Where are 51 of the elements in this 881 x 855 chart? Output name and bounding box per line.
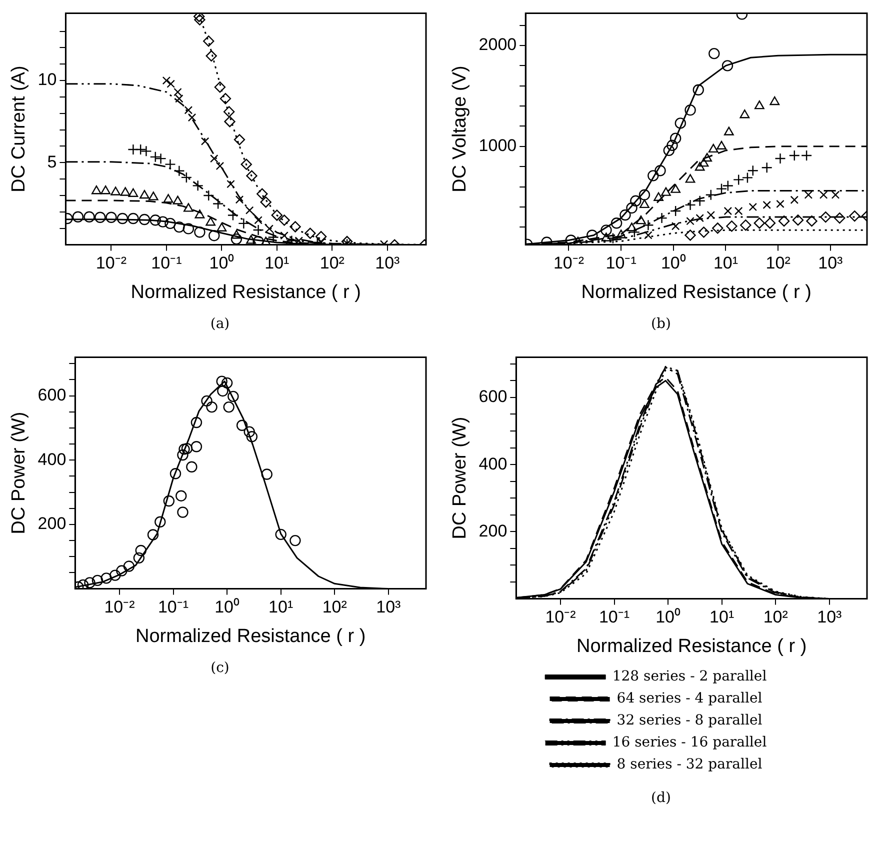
x-tick-label: 10⁻¹: [598, 608, 630, 627]
y-tick-label: 200: [38, 514, 66, 534]
x-tick-label: 10²: [763, 608, 788, 627]
text: (d): [650, 790, 672, 806]
x-tick-label: 10³: [376, 598, 402, 617]
y-tick-label: 400: [38, 450, 66, 469]
x-axis-title: Normalized Resistance ( r ): [576, 636, 807, 657]
x-axis-title: Normalized Resistance ( r ): [130, 282, 361, 303]
x-axis-title: Normalized Resistance ( r ): [581, 282, 812, 303]
x-tick-label: 10¹: [713, 254, 738, 273]
legend-label: 128 series - 2 parallel: [612, 668, 768, 685]
x-tick-label: 10⁰: [209, 254, 234, 273]
y-axis-title: DC Current (A): [8, 66, 30, 192]
legend-label: 64 series - 4 parallel: [616, 690, 763, 707]
x-tick-label: 10⁰: [656, 608, 681, 627]
x-tick-label: 10²: [322, 598, 348, 617]
x-tick-label: 10⁻¹: [606, 254, 637, 273]
y-tick-label: 1000: [478, 136, 517, 156]
legend-label: 8 series - 32 parallel: [616, 756, 763, 773]
y-tick-label: 600: [38, 385, 66, 404]
legend-label: 32 series - 8 parallel: [616, 712, 763, 729]
x-tick-label: 10¹: [264, 254, 290, 273]
x-tick-label: 10⁻¹: [151, 254, 182, 273]
x-tick-label: 10¹: [268, 598, 294, 617]
text: (a): [209, 316, 231, 332]
y-axis-title: DC Voltage (V): [450, 66, 471, 192]
x-tick-label: 10³: [375, 254, 400, 273]
y-axis-title: DC Power (W): [8, 412, 30, 534]
y-tick-label: 200: [478, 521, 508, 540]
y-tick-label: 2000: [478, 35, 517, 54]
x-tick-label: 10⁻¹: [158, 598, 189, 617]
x-tick-label: 10⁻²: [104, 598, 136, 617]
text: (b): [650, 316, 672, 332]
x-tick-label: 10²: [320, 254, 345, 273]
x-tick-label: 10³: [817, 608, 842, 627]
legend-label: 16 series - 16 parallel: [612, 734, 768, 751]
y-axis-title: DC Power (W): [450, 416, 471, 540]
y-tick-label: 5: [47, 152, 57, 172]
x-tick-label: 10⁰: [214, 598, 240, 617]
text: (c): [210, 660, 230, 676]
x-tick-label: 10²: [766, 254, 791, 273]
x-tick-label: 10⁻²: [553, 254, 584, 273]
x-tick-label: 10⁻²: [96, 254, 127, 273]
x-tick-label: 10³: [818, 254, 844, 273]
x-axis-title: Normalized Resistance ( r ): [135, 626, 366, 647]
x-tick-label: 10⁻²: [545, 608, 576, 627]
y-tick-label: 600: [478, 387, 508, 406]
y-tick-label: 400: [478, 454, 508, 474]
x-tick-label: 10⁰: [660, 254, 686, 273]
x-tick-label: 10¹: [710, 608, 734, 627]
y-tick-label: 10: [38, 70, 57, 90]
